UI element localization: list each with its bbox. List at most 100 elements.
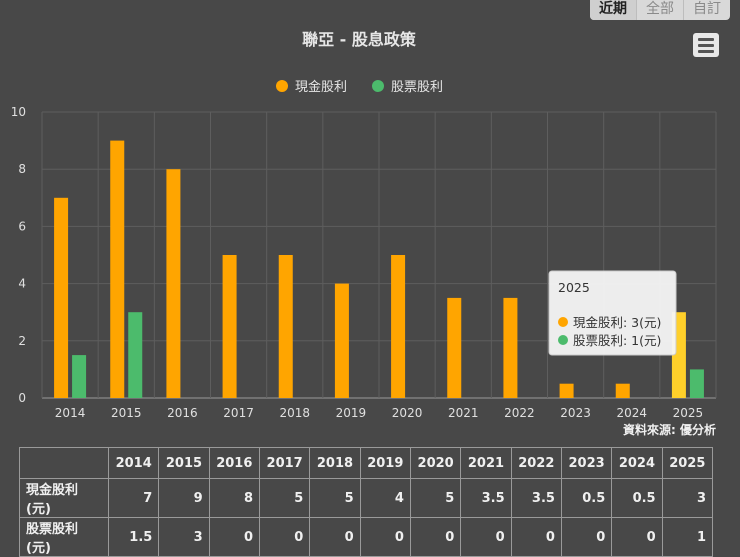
x-tick-label: 2016 [167, 406, 198, 420]
tooltip-row: 股票股利: 1(元) [573, 333, 661, 348]
table-cell: 3 [158, 517, 210, 557]
y-tick-label: 0 [18, 391, 26, 405]
table-row-label: 股票股利(元) [19, 517, 109, 557]
table-cell: 3.5 [460, 478, 512, 518]
bar[interactable] [54, 197, 69, 398]
tab-recent[interactable]: 近期 [590, 0, 637, 20]
table-cell: 4 [359, 478, 411, 518]
table-cell: 0 [560, 517, 613, 557]
x-tick-label: 2019 [336, 406, 367, 420]
range-tabs: 近期 全部 自訂 [590, 0, 730, 20]
table-year-header: 2022 [510, 447, 562, 479]
table-header-row: 2014 2015 2016 2017 2018 2019 2020 2021 2022 2023… [19, 447, 714, 479]
y-tick-label: 4 [18, 277, 26, 291]
table-cell: 0.5 [611, 478, 663, 518]
bar[interactable] [72, 355, 87, 398]
legend-marker [276, 80, 288, 92]
legend-label[interactable]: 現金股利 [295, 79, 347, 95]
table-year-header: 2015 [158, 447, 210, 479]
tooltip-box [548, 270, 677, 356]
table-cell: 8 [208, 478, 260, 518]
table-year-header: 2020 [409, 447, 462, 479]
grid-lines [41, 111, 717, 399]
y-axis: 0 2 4 6 8 10 [11, 105, 26, 405]
tooltip-marker [558, 335, 568, 345]
table-year-header: 2018 [309, 447, 361, 479]
table-cell: 3.5 [510, 478, 562, 518]
bar[interactable] [128, 312, 143, 398]
tab-all[interactable]: 全部 [637, 0, 684, 20]
x-axis: 2014 2015 2016 2017 2018 2019 2020 2021 2022 2023… [55, 406, 703, 420]
table-row: 現金股利(元) 7 9 8 5 5 4 5 3.5 3.5 0.5 0.5 3 [19, 478, 714, 518]
bars [54, 140, 704, 398]
table-corner [19, 447, 109, 479]
dividend-table: 2014 2015 2016 2017 2018 2019 2020 2021 2022 2023… [19, 447, 714, 557]
legend-label[interactable]: 股票股利 [391, 80, 443, 95]
table-year-header: 2019 [359, 447, 411, 479]
table-cell: 7 [107, 478, 160, 518]
table-year-header: 2024 [611, 447, 663, 479]
x-tick-label: 2020 [392, 406, 423, 420]
table-year-header: 2017 [258, 447, 311, 479]
bar[interactable] [110, 140, 125, 398]
table-cell: 5 [409, 478, 462, 518]
table-cell: 5 [258, 478, 311, 518]
table-year-header: 2016 [208, 447, 260, 479]
bar[interactable] [503, 297, 518, 398]
table-year-header: 2021 [460, 447, 512, 479]
tab-custom[interactable]: 自訂 [693, 1, 721, 17]
table-year-header: 2023 [560, 447, 613, 479]
x-tick-label: 2025 [673, 406, 704, 420]
table-cell: 0 [510, 517, 562, 557]
table-row-label: 現金股利(元) [19, 478, 109, 518]
tooltip-row: 現金股利: 3(元) [573, 315, 661, 330]
y-tick-label: 8 [18, 162, 26, 176]
source-label: 資料來源: 優分析 [623, 422, 716, 437]
y-tick-label: 6 [18, 219, 26, 233]
chart-title: 聯亞 - 股息政策 [302, 30, 417, 49]
chart-legend: 現金股利 股票股利 [276, 79, 443, 95]
bar[interactable] [391, 255, 406, 398]
tooltip-title: 2025 [558, 280, 590, 295]
table-cell: 0 [208, 517, 260, 557]
table-cell: 3 [661, 478, 714, 518]
y-tick-label: 10 [11, 105, 26, 119]
y-tick-label: 2 [18, 334, 26, 348]
chart-tooltip: 2025 現金股利: 3(元) 股票股利: 1(元) [548, 270, 677, 356]
x-tick-label: 2017 [223, 406, 254, 420]
table-cell: 0 [309, 517, 361, 557]
table-cell: 0 [359, 517, 411, 557]
hamburger-menu-icon[interactable] [693, 33, 719, 57]
table-cell: 0 [409, 517, 462, 557]
x-tick-label: 2014 [55, 406, 86, 420]
x-tick-label: 2021 [448, 406, 479, 420]
table-cell: 0 [611, 517, 663, 557]
tooltip-marker [558, 317, 568, 327]
x-tick-label: 2015 [111, 406, 142, 420]
x-tick-label: 2023 [560, 406, 591, 420]
table-cell: 1.5 [107, 517, 160, 557]
table-year-header: 2025 [661, 447, 714, 479]
x-tick-label: 2022 [504, 406, 535, 420]
table-year-header: 2014 [107, 447, 160, 479]
bar[interactable] [559, 383, 574, 398]
table-cell: 0 [460, 517, 512, 557]
table-cell: 5 [309, 478, 361, 518]
table-cell: 0 [258, 517, 311, 557]
bar[interactable] [689, 369, 704, 398]
bar[interactable] [615, 383, 630, 398]
bar[interactable] [447, 297, 462, 398]
x-tick-label: 2018 [279, 406, 310, 420]
bar[interactable] [278, 255, 293, 398]
table-cell: 9 [158, 478, 210, 518]
table-cell: 0.5 [560, 478, 613, 518]
table-row: 股票股利(元) 1.5 3 0 0 0 0 0 0 0 0 0 1 [19, 517, 714, 557]
table-cell: 1 [661, 517, 714, 557]
bar[interactable] [222, 255, 237, 398]
legend-marker [372, 80, 384, 92]
table-body: 現金股利(元) 7 9 8 5 5 4 5 3.5 3.5 0.5 0.5 3 股票股利(元) 1.5 3 0 0… [19, 478, 714, 557]
bar[interactable] [334, 283, 349, 398]
bar[interactable] [166, 169, 181, 398]
x-tick-label: 2024 [616, 406, 647, 420]
